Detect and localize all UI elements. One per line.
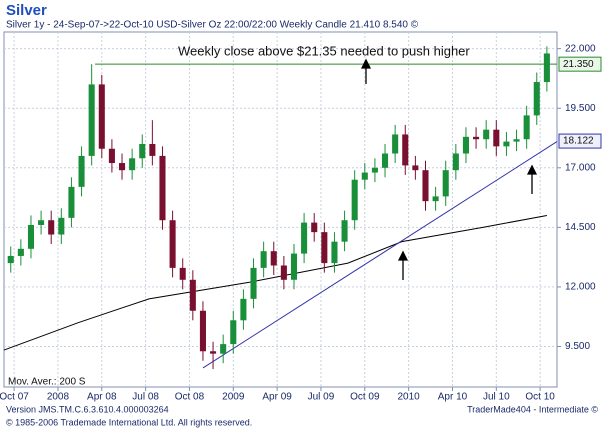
level-box [558,56,602,72]
candle-body [351,179,358,221]
candle-body [260,251,267,268]
chart-subtitle: Silver 1y - 24-Sep-07->22-Oct-10 USD-Sil… [6,20,419,31]
x-tick-label: Apr 08 [87,392,117,403]
candle-body [473,136,480,140]
candle-body [270,251,277,266]
y-tick-label: 9.500 [565,341,590,352]
candle-body [250,267,257,299]
candle-body [533,82,540,116]
candle-body [422,170,429,202]
candle-body [392,134,399,154]
candle-body [179,267,186,280]
candle-body [361,172,368,180]
candle-body [513,139,520,142]
y-tick-label: 19.500 [565,103,596,114]
arrows [360,58,538,280]
candle-body [199,310,206,352]
candle-body [68,186,75,218]
candle-body [48,220,55,235]
x-tick-label: Jul 09 [308,392,335,403]
candle-body [17,248,24,256]
candle-body [462,136,469,154]
candle-body [108,148,115,164]
candle-body [432,196,439,202]
footer: TraderMade404 - Intermediate © [467,404,598,414]
moving-average [3,214,547,351]
candle-body [280,265,287,280]
candle-body [139,143,146,159]
trendline [202,141,558,369]
candle-body [493,129,500,147]
candle-body [452,153,459,171]
candle-body [543,53,550,83]
x-tick-label: Oct 07 [0,392,29,403]
candle-body [118,163,126,171]
chart-title: Silver [6,2,47,19]
candle-body [402,134,409,166]
x-tick-label: Apr 10 [438,392,468,403]
level-label: 21.350 [563,59,594,70]
candle-body [27,224,35,249]
candle-body [301,222,308,254]
candle-body [169,220,176,268]
ma-legend: Mov. Aver.: 200 S [8,377,86,388]
candle-body [341,220,348,242]
annotation: Weekly close above $21.35 needed to push… [178,43,470,58]
candle-body [442,170,449,197]
x-tick-label: Jul 08 [132,392,159,403]
y-tick-label: 17.000 [565,162,596,173]
candle-body [290,253,298,280]
candle-body [483,129,490,140]
candle-body [7,255,14,264]
x-tick-label: Oct 08 [175,392,205,403]
candle-body [230,320,237,345]
candle-body [189,279,196,311]
candle-body [38,220,45,225]
candle-body [88,84,95,156]
footer: © 1985-2006 Trademade International Ltd.… [6,417,252,427]
candle-body [331,241,338,264]
y-tick-label: 12.000 [565,282,596,293]
x-tick-label: Oct 10 [525,392,555,403]
y-tick-label: 14.500 [565,222,596,233]
candle-body [210,351,217,354]
x-tick-label: Jul 10 [483,392,510,403]
footer: Version JMS.TM.C.6.3.610.4.000003264 [6,404,169,414]
level-label: 18.122 [563,136,594,147]
candle-body [523,115,530,140]
candle-body [159,155,166,221]
y-tick-label: 22.000 [565,43,596,54]
candle-body [58,217,65,235]
level-box [558,133,602,149]
candle-body [412,165,419,171]
x-tick-label: Oct 09 [350,392,380,403]
candle-body [381,153,389,168]
candle-body [311,222,318,233]
x-tick-label: 2010 [398,392,421,403]
candle-body [240,298,247,321]
plot-area [3,31,558,388]
candle-body [149,143,156,156]
x-tick-label: 2009 [222,392,245,403]
x-tick-label: Apr 09 [262,392,292,403]
candle-body [129,158,136,171]
x-tick-label: 2008 [47,392,70,403]
candle-body [371,167,378,173]
candle-body [98,84,105,149]
candle-body [321,232,328,264]
candle-body [503,141,510,147]
candle-body [220,344,227,354]
candle-body [78,155,85,187]
